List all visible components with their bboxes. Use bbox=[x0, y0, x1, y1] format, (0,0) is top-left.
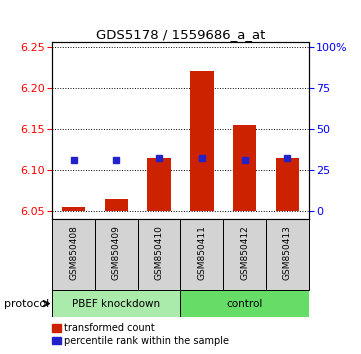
Legend: transformed count, percentile rank within the sample: transformed count, percentile rank withi… bbox=[52, 323, 230, 346]
Text: control: control bbox=[226, 298, 263, 309]
Bar bbox=[180, 290, 309, 317]
Bar bbox=[138, 219, 180, 290]
Text: PBEF knockdown: PBEF knockdown bbox=[72, 298, 161, 309]
Bar bbox=[95, 219, 138, 290]
Bar bbox=[190, 71, 214, 211]
Bar bbox=[275, 158, 299, 211]
Bar bbox=[223, 219, 266, 290]
Text: protocol: protocol bbox=[4, 298, 49, 309]
Bar bbox=[180, 219, 223, 290]
Title: GDS5178 / 1559686_a_at: GDS5178 / 1559686_a_at bbox=[96, 28, 265, 41]
Text: GSM850410: GSM850410 bbox=[155, 225, 164, 280]
Bar bbox=[62, 207, 86, 211]
Bar bbox=[233, 125, 256, 211]
Text: GSM850408: GSM850408 bbox=[69, 225, 78, 280]
Text: GSM850412: GSM850412 bbox=[240, 225, 249, 280]
Text: GSM850413: GSM850413 bbox=[283, 225, 292, 280]
Text: GSM850409: GSM850409 bbox=[112, 225, 121, 280]
Text: GSM850411: GSM850411 bbox=[197, 225, 206, 280]
Bar bbox=[52, 290, 180, 317]
Bar bbox=[105, 199, 128, 211]
Bar bbox=[147, 158, 171, 211]
Bar bbox=[52, 219, 95, 290]
Bar bbox=[266, 219, 309, 290]
